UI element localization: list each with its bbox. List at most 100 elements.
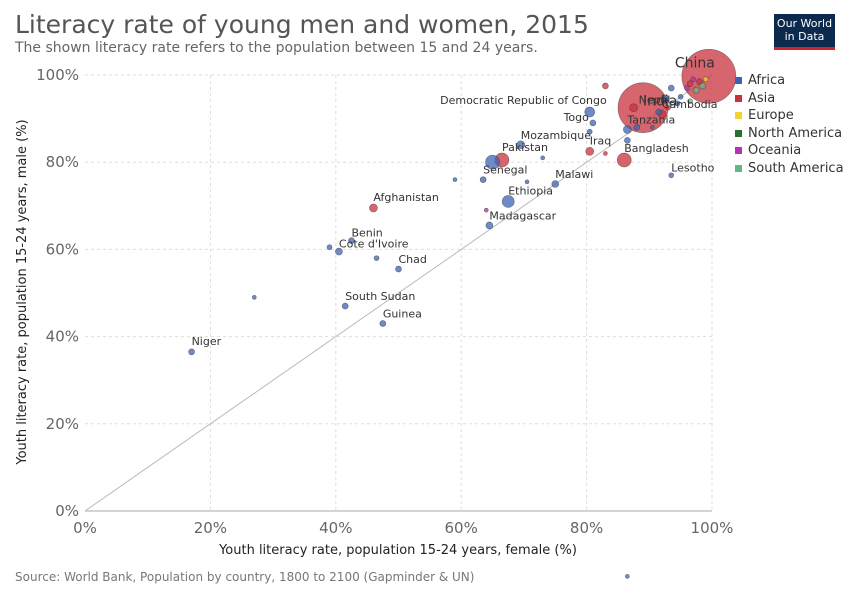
point-unlabeled[interactable] [684,85,690,91]
label-pakistan: Pakistan [502,141,548,154]
point-nepal[interactable] [629,103,638,112]
owid-logo[interactable]: Our World in Data [774,14,835,50]
point-ethiopia[interactable] [501,195,515,208]
point-unlabeled[interactable] [674,100,681,107]
legend-item-africa[interactable]: Africa [735,72,844,90]
point-unlabeled[interactable] [686,80,694,88]
point-unlabeled[interactable] [602,82,609,90]
x-tick-label: 100% [691,519,734,537]
label-tanzania: Tanzania [626,114,675,127]
x-axis-title: Youth literacy rate, population 15-24 ye… [218,543,577,558]
y-tick-label: 40% [46,328,79,346]
legend-label: North America [748,125,843,141]
legend-item-south-america[interactable]: South America [735,160,844,178]
legend: Africa Asia Europe North America Oceania Sout… [735,72,844,177]
point-unlabeled[interactable] [540,155,546,161]
point-unlabeled[interactable] [485,154,500,170]
legend-item-north-america[interactable]: North America [735,125,844,143]
point-unlabeled[interactable] [667,84,675,92]
label-ethiopia: Ethiopia [508,184,553,197]
point-cote-d-ivoire[interactable] [335,247,343,256]
point-unlabeled[interactable] [660,94,670,104]
y-tick-label: 60% [46,240,79,258]
point-unlabeled[interactable] [326,244,333,251]
legend-swatch [735,77,742,85]
x-tick-label: 60% [445,519,478,537]
legend-label: South America [748,160,844,176]
x-tick-label: 0% [73,519,97,537]
point-unlabeled[interactable] [452,177,458,182]
source-note: Source: World Bank, Population by countr… [15,570,475,584]
legend-label: Europe [748,108,794,124]
point-unlabeled[interactable] [702,76,709,83]
point-senegal[interactable] [479,176,487,183]
point-unlabeled[interactable] [624,137,631,144]
point-malawi[interactable] [551,180,560,188]
label-mozambique: Mozambique [521,129,591,142]
data-points [188,49,737,579]
point-mozambique[interactable] [516,140,526,150]
point-guinea[interactable] [379,320,387,327]
point-afghanistan[interactable] [369,203,378,213]
y-tick-label: 100% [36,66,79,84]
x-tick-label: 20% [194,519,227,537]
point-lesotho[interactable] [668,172,675,179]
label-malawi: Malawi [555,168,593,181]
x-tick-label: 80% [570,519,603,537]
legend-swatch [735,112,742,120]
point-unlabeled[interactable] [650,125,655,130]
point-unlabeled[interactable] [690,76,696,83]
label-niger: Niger [192,335,222,348]
axes: 0%0% 20% 20% 40% 40% 60% 60% 80% 80% 100% 100% [36,66,733,537]
point-democratic-republic-of-congo[interactable] [584,106,596,118]
point-togo[interactable] [589,119,597,127]
label-togo: Togo [563,111,590,124]
label-afghanistan: Afghanistan [373,191,439,204]
legend-label: Asia [748,90,776,106]
point-unlabeled[interactable] [625,574,630,579]
point-unlabeled[interactable] [483,207,489,213]
label-cote-d-ivoire: Cote d'Ivoire [339,238,409,251]
label-china: China [675,55,715,71]
point-unlabeled[interactable] [677,94,684,100]
point-unlabeled[interactable] [524,179,530,185]
x-tick-label: 40% [319,519,352,537]
point-tanzania[interactable] [623,125,632,134]
point-niger[interactable] [188,348,195,356]
label-south-sudan: South Sudan [345,290,415,303]
label-bangladesh: Bangladesh [624,142,689,155]
legend-label: Africa [748,73,786,89]
point-unlabeled[interactable] [373,255,380,261]
logo-line-1: Our World [776,17,833,30]
label-iraq: Iraq [590,134,612,147]
y-tick-label: 20% [46,415,79,433]
point-madagascar[interactable] [485,221,494,230]
point-iraq[interactable] [585,147,595,156]
point-chad[interactable] [395,265,402,273]
point-unlabeled[interactable] [693,86,700,94]
point-unlabeled[interactable] [665,104,671,111]
logo-line-2: in Data [784,30,825,43]
label-cambodia: Cambodia [662,98,718,111]
legend-swatch [735,129,742,137]
point-bangladesh[interactable] [616,152,632,168]
point-unlabeled[interactable] [603,151,608,156]
label-nepal: Nepal [639,94,671,107]
point-south-sudan[interactable] [341,302,349,310]
legend-swatch [735,147,742,155]
legend-item-europe[interactable]: Europe [735,107,844,125]
point-unlabeled[interactable] [655,108,663,116]
grid-lines [85,74,713,511]
label-india: India [643,94,677,110]
label-madagascar: Madagascar [489,209,556,222]
chart-subtitle: The shown literacy rate refers to the po… [15,40,538,56]
point-unlabeled[interactable] [251,295,257,300]
legend-item-asia[interactable]: Asia [735,90,844,108]
legend-item-oceania[interactable]: Oceania [735,142,844,160]
point-unlabeled[interactable] [586,128,593,135]
point-unlabeled[interactable] [699,82,706,90]
point-unlabeled[interactable] [633,124,641,131]
point-unlabeled[interactable] [687,98,693,104]
chart-title: Literacy rate of young men and women, 20… [15,10,589,39]
point-benin[interactable] [348,237,355,244]
